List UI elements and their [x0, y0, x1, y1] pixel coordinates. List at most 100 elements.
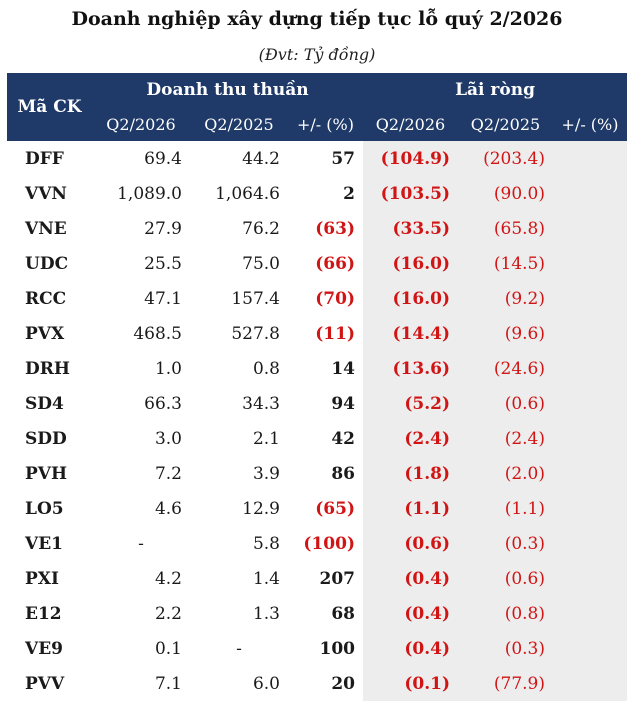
net-profit-q2-2025: (65.8)	[458, 211, 553, 246]
net-profit-q2-2026: (16.0)	[363, 281, 458, 316]
revenue-q2-2025: 76.2	[242, 218, 280, 239]
revenue-change: (70)	[315, 288, 355, 309]
table-row: LO5 4.6 12.9 (65) (1.1) (1.1)	[7, 491, 628, 526]
stock-code: VE9	[25, 638, 63, 659]
net-profit-q2-2025: (0.3)	[458, 631, 553, 666]
net-profit-q2-2025: (0.6)	[458, 386, 553, 421]
revenue-q2-2026: 27.9	[144, 218, 182, 239]
table-row: E12 2.2 1.3 68 (0.4) (0.8)	[7, 596, 628, 631]
header-code: Mã CK	[7, 73, 92, 141]
table-row: SDD 3.0 2.1 42 (2.4) (2.4)	[7, 421, 628, 456]
table-row: VE1 - 5.8 (100) (0.6) (0.3)	[7, 526, 628, 561]
net-profit-change	[553, 246, 628, 281]
revenue-q2-2025: 3.9	[252, 463, 280, 484]
net-profit-q2-2025: (90.0)	[458, 176, 553, 211]
net-profit-q2-2026: (0.4)	[363, 596, 458, 631]
header-rev-q2-2026: Q2/2026	[92, 107, 190, 141]
revenue-q2-2026: 468.5	[133, 323, 182, 344]
header-net-profit-group: Lãi ròng	[363, 73, 628, 107]
revenue-q2-2026: 7.1	[154, 673, 182, 694]
revenue-q2-2026: 1,089.0	[117, 183, 182, 204]
revenue-q2-2025: -	[236, 638, 242, 659]
table-row: PXI 4.2 1.4 207 (0.4) (0.6)	[7, 561, 628, 596]
page-title: Doanh nghiệp xây dựng tiếp tục lỗ quý 2/…	[71, 8, 563, 30]
net-profit-q2-2025: (1.1)	[458, 491, 553, 526]
revenue-q2-2026: 3.0	[154, 428, 182, 449]
stock-code: VNE	[25, 218, 67, 239]
net-profit-change	[553, 491, 628, 526]
table-row: DFF 69.4 44.2 57 (104.9) (203.4)	[7, 141, 628, 176]
table-body: DFF 69.4 44.2 57 (104.9) (203.4) VVN 1,089.0 1,0…	[7, 141, 628, 701]
net-profit-q2-2026: (103.5)	[363, 176, 458, 211]
revenue-q2-2025: 2.1	[252, 428, 280, 449]
net-profit-q2-2026: (5.2)	[363, 386, 458, 421]
header-revenue-group: Doanh thu thuần	[92, 73, 363, 107]
table-row: PVV 7.1 6.0 20 (0.1) (77.9)	[7, 666, 628, 701]
revenue-q2-2025: 1,064.6	[215, 183, 280, 204]
net-profit-q2-2026: (0.1)	[363, 666, 458, 701]
revenue-q2-2025: 44.2	[242, 148, 280, 169]
net-profit-q2-2026: (1.8)	[363, 456, 458, 491]
net-profit-change	[553, 421, 628, 456]
net-profit-q2-2025: (0.6)	[458, 561, 553, 596]
revenue-q2-2025: 157.4	[231, 288, 280, 309]
revenue-q2-2025: 5.8	[252, 533, 280, 554]
results-table: Mã CK Doanh thu thuần Lãi ròng Q2/2026 Q…	[7, 73, 628, 701]
net-profit-change	[553, 141, 628, 176]
net-profit-change	[553, 561, 628, 596]
stock-code: E12	[25, 603, 62, 624]
revenue-change: 57	[331, 148, 355, 169]
net-profit-change	[553, 316, 628, 351]
stock-code: SDD	[25, 428, 67, 449]
revenue-q2-2025: 527.8	[231, 323, 280, 344]
net-profit-change	[553, 596, 628, 631]
revenue-change: 20	[331, 673, 355, 694]
net-profit-q2-2025: (0.3)	[458, 526, 553, 561]
revenue-change: 14	[331, 358, 355, 379]
revenue-q2-2026: 66.3	[144, 393, 182, 414]
stock-code: RCC	[25, 288, 67, 309]
revenue-q2-2026: 4.6	[154, 498, 182, 519]
net-profit-q2-2025: (9.6)	[458, 316, 553, 351]
net-profit-change	[553, 386, 628, 421]
revenue-change: 2	[343, 183, 355, 204]
net-profit-change	[553, 456, 628, 491]
revenue-change: (66)	[315, 253, 355, 274]
header-rev-change: +/- (%)	[288, 107, 363, 141]
revenue-q2-2025: 0.8	[252, 358, 280, 379]
revenue-change: (11)	[315, 323, 355, 344]
revenue-q2-2026: 47.1	[144, 288, 182, 309]
revenue-q2-2025: 1.3	[252, 603, 280, 624]
net-profit-q2-2026: (2.4)	[363, 421, 458, 456]
table-row: VVN 1,089.0 1,064.6 2 (103.5) (90.0)	[7, 176, 628, 211]
revenue-q2-2026: 1.0	[154, 358, 182, 379]
revenue-q2-2025: 34.3	[242, 393, 280, 414]
unit-label: (Đvt: Tỷ đồng)	[258, 45, 376, 64]
header-np-q2-2026: Q2/2026	[363, 107, 458, 141]
net-profit-q2-2025: (77.9)	[458, 666, 553, 701]
revenue-q2-2026: 4.2	[154, 568, 182, 589]
stock-code: PXI	[25, 568, 59, 589]
net-profit-change	[553, 176, 628, 211]
net-profit-change	[553, 631, 628, 666]
table-row: VNE 27.9 76.2 (63) (33.5) (65.8)	[7, 211, 628, 246]
net-profit-q2-2025: (2.4)	[458, 421, 553, 456]
net-profit-change	[553, 211, 628, 246]
header-np-q2-2025: Q2/2025	[458, 107, 553, 141]
revenue-change: (100)	[303, 533, 355, 554]
revenue-q2-2026: 69.4	[144, 148, 182, 169]
stock-code: SD4	[25, 393, 64, 414]
revenue-change: 100	[319, 638, 356, 659]
net-profit-q2-2025: (2.0)	[458, 456, 553, 491]
revenue-q2-2025: 6.0	[252, 673, 280, 694]
net-profit-q2-2026: (16.0)	[363, 246, 458, 281]
net-profit-change	[553, 281, 628, 316]
revenue-change: 86	[331, 463, 355, 484]
revenue-q2-2026: -	[138, 533, 144, 554]
header-rev-q2-2025: Q2/2025	[190, 107, 288, 141]
stock-code: PVV	[25, 673, 65, 694]
revenue-change: 94	[331, 393, 355, 414]
net-profit-q2-2026: (13.6)	[363, 351, 458, 386]
net-profit-q2-2025: (9.2)	[458, 281, 553, 316]
revenue-q2-2025: 12.9	[242, 498, 280, 519]
